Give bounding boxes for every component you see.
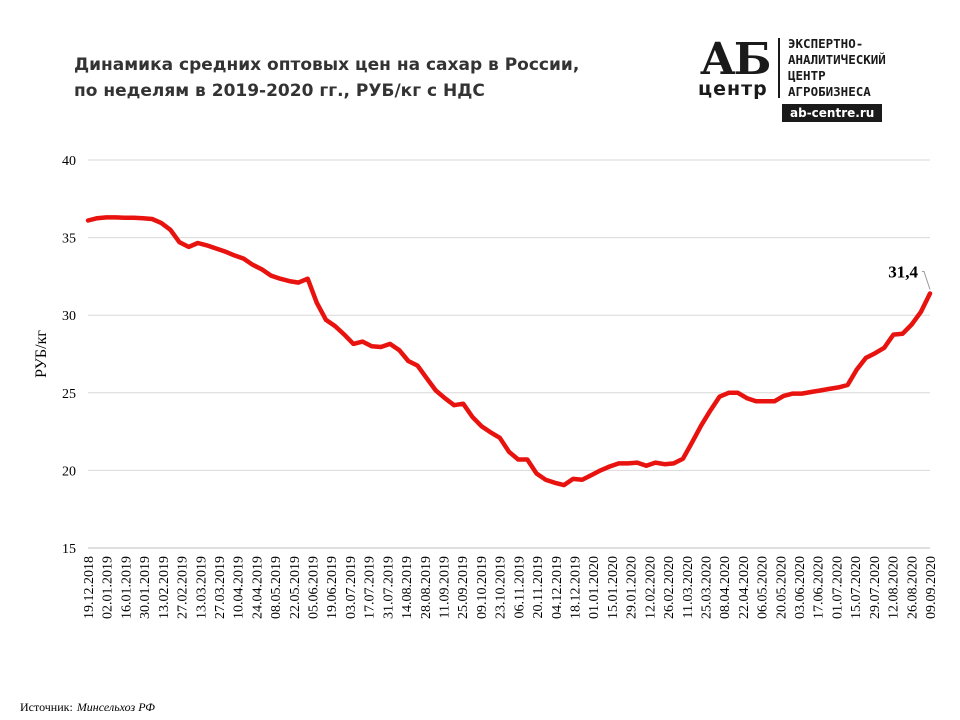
y-tick-label: 20 [62, 464, 76, 479]
x-tick-label: 15.01.2020 [606, 556, 621, 619]
ab-centre-logo: АБ центр ЭКСПЕРТНО- АНАЛИТИЧЕСКИЙ ЦЕНТР … [690, 34, 940, 124]
chart-title: Динамика средних оптовых цен на сахар в … [74, 52, 634, 104]
y-tick-label: 35 [62, 232, 76, 247]
chart-title-line-2: по неделям в 2019-2020 гг., РУБ/кг с НДС [74, 81, 485, 101]
x-tick-label: 06.05.2020 [756, 556, 771, 619]
logo-divider [778, 38, 780, 98]
x-tick-label: 11.03.2020 [681, 556, 696, 618]
logo-mark: АБ центр [694, 34, 776, 100]
last-value-annotation: 31,4 [888, 262, 931, 290]
x-tick-label: 04.12.2019 [550, 556, 565, 619]
x-axis-ticks: 19.12.2018 02.01.2019 16.01.2019 30.01.2019… [82, 556, 939, 619]
x-tick-label: 02.01.2019 [101, 556, 116, 619]
x-tick-label: 12.08.2020 [887, 556, 902, 619]
source-note: Источник: Минсельхоз РФ [20, 700, 155, 715]
x-tick-label: 03.07.2019 [344, 556, 359, 619]
x-tick-label: 13.03.2019 [194, 556, 209, 619]
x-tick-label: 16.01.2019 [119, 556, 134, 619]
logo-text-line: ЭКСПЕРТНО- [788, 36, 864, 51]
x-tick-label: 01.07.2020 [830, 556, 845, 619]
annotation-leader [922, 270, 931, 290]
y-tick-label: 30 [62, 309, 76, 324]
x-tick-label: 01.01.2020 [587, 556, 602, 619]
logo-text-line: АНАЛИТИЧЕСКИЙ [788, 52, 886, 67]
x-tick-label: 13.02.2019 [157, 556, 172, 619]
x-tick-label: 23.10.2019 [494, 556, 509, 619]
source-value: Минсельхоз РФ [76, 700, 155, 714]
x-tick-label: 19.12.2018 [82, 556, 97, 619]
y-tick-label: 25 [62, 387, 76, 402]
y-axis-label: РУБ/кг [33, 330, 50, 378]
x-tick-label: 06.11.2019 [512, 556, 527, 618]
x-tick-label: 26.02.2020 [662, 556, 677, 619]
logo-text-line: ЦЕНТР [788, 68, 826, 83]
chart-title-line-1: Динамика средних оптовых цен на сахар в … [74, 55, 580, 75]
x-tick-label: 14.08.2019 [400, 556, 415, 619]
x-tick-label: 30.01.2019 [138, 556, 153, 619]
x-tick-label: 27.03.2019 [213, 556, 228, 619]
x-tick-label: 15.07.2020 [849, 556, 864, 619]
x-tick-label: 09.10.2019 [475, 556, 490, 619]
logo-text-line: АГРОБИЗНЕСА [788, 84, 871, 99]
x-tick-label: 19.06.2019 [325, 556, 340, 619]
x-tick-label: 10.04.2019 [232, 556, 247, 619]
x-tick-label: 27.02.2019 [176, 556, 191, 619]
x-tick-label: 11.09.2019 [438, 556, 453, 618]
x-tick-label: 17.07.2019 [363, 556, 378, 619]
x-tick-label: 18.12.2019 [568, 556, 583, 619]
x-tick-label: 31.07.2019 [381, 556, 396, 619]
logo-text: ЭКСПЕРТНО- АНАЛИТИЧЕСКИЙ ЦЕНТР АГРОБИЗНЕ… [788, 36, 886, 100]
y-tick-label: 40 [62, 154, 76, 169]
x-tick-label: 08.05.2019 [269, 556, 284, 619]
series-line [85, 215, 933, 488]
x-tick-label: 08.04.2020 [718, 556, 733, 619]
x-tick-label: 26.08.2020 [905, 556, 920, 619]
x-tick-label: 29.01.2020 [625, 556, 640, 619]
x-tick-label: 29.07.2020 [868, 556, 883, 619]
x-tick-label: 24.04.2019 [250, 556, 265, 619]
chart-grid [88, 159, 930, 471]
logo-mark-bottom: центр [698, 78, 768, 100]
x-tick-label: 28.08.2019 [419, 556, 434, 619]
x-tick-label: 22.04.2020 [737, 556, 752, 619]
x-tick-label: 09.09.2020 [924, 556, 939, 619]
x-tick-label: 17.06.2020 [812, 556, 827, 619]
y-axis-ticks: 15 20 25 30 35 40 [62, 154, 76, 557]
x-tick-label: 05.06.2019 [307, 556, 322, 619]
x-tick-label: 20.11.2019 [531, 556, 546, 618]
x-tick-label: 25.09.2019 [456, 556, 471, 619]
source-label: Источник: [20, 700, 73, 714]
x-tick-label: 25.03.2020 [699, 556, 714, 619]
logo-mark-top: АБ [700, 34, 771, 85]
x-tick-label: 22.05.2019 [288, 556, 303, 619]
x-tick-label: 12.02.2020 [643, 556, 658, 619]
x-tick-label: 03.06.2020 [793, 556, 808, 619]
logo-url: ab-centre.ru [782, 104, 883, 122]
y-tick-label: 15 [62, 542, 76, 557]
annotation-label: 31,4 [888, 262, 918, 281]
x-tick-label: 20.05.2020 [774, 556, 789, 619]
